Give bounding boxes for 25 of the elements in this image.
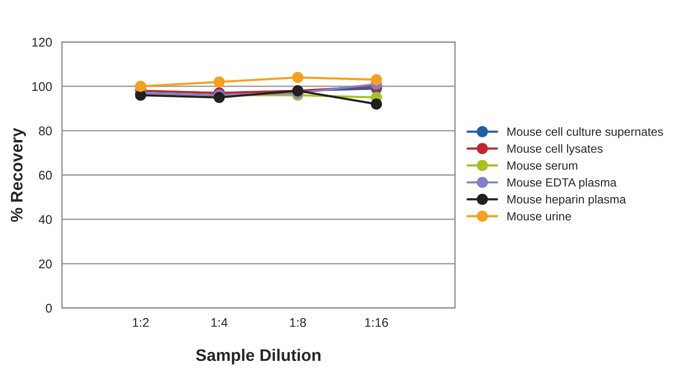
y-tick-label: 80 (38, 126, 52, 136)
point (370, 74, 382, 86)
y-axis-title: % Recovery (10, 128, 26, 222)
point (135, 90, 146, 101)
x-tick-label: 1:8 (290, 318, 306, 327)
legend-label: Mouse urine (508, 212, 571, 220)
x-tick-label: 1:16 (365, 318, 388, 327)
y-tick-label: 0 (46, 304, 52, 313)
point (370, 98, 382, 110)
legend-label: Mouse heparin plasma (508, 194, 626, 206)
x-tick-label: 1:2 (132, 318, 149, 327)
x-tick-label: 1:4 (211, 318, 228, 327)
legend-label: Mouse EDTA plasma (508, 178, 617, 189)
point (135, 80, 146, 92)
y-tick-label: 100 (32, 82, 52, 91)
y-tick-label: 40 (38, 215, 52, 224)
y-tick-label: 120 (32, 38, 52, 47)
legend-label: Mouse cell culture supernates (508, 127, 663, 138)
legend-label: Mouse cell lysates (508, 144, 603, 156)
y-tick-label: 60 (39, 170, 52, 180)
y-tick-label: 20 (39, 259, 52, 268)
point (214, 76, 225, 88)
legend-label: Mouse serum (508, 161, 578, 170)
x-axis-title: Sample Dilution (196, 348, 320, 364)
point (292, 72, 304, 84)
